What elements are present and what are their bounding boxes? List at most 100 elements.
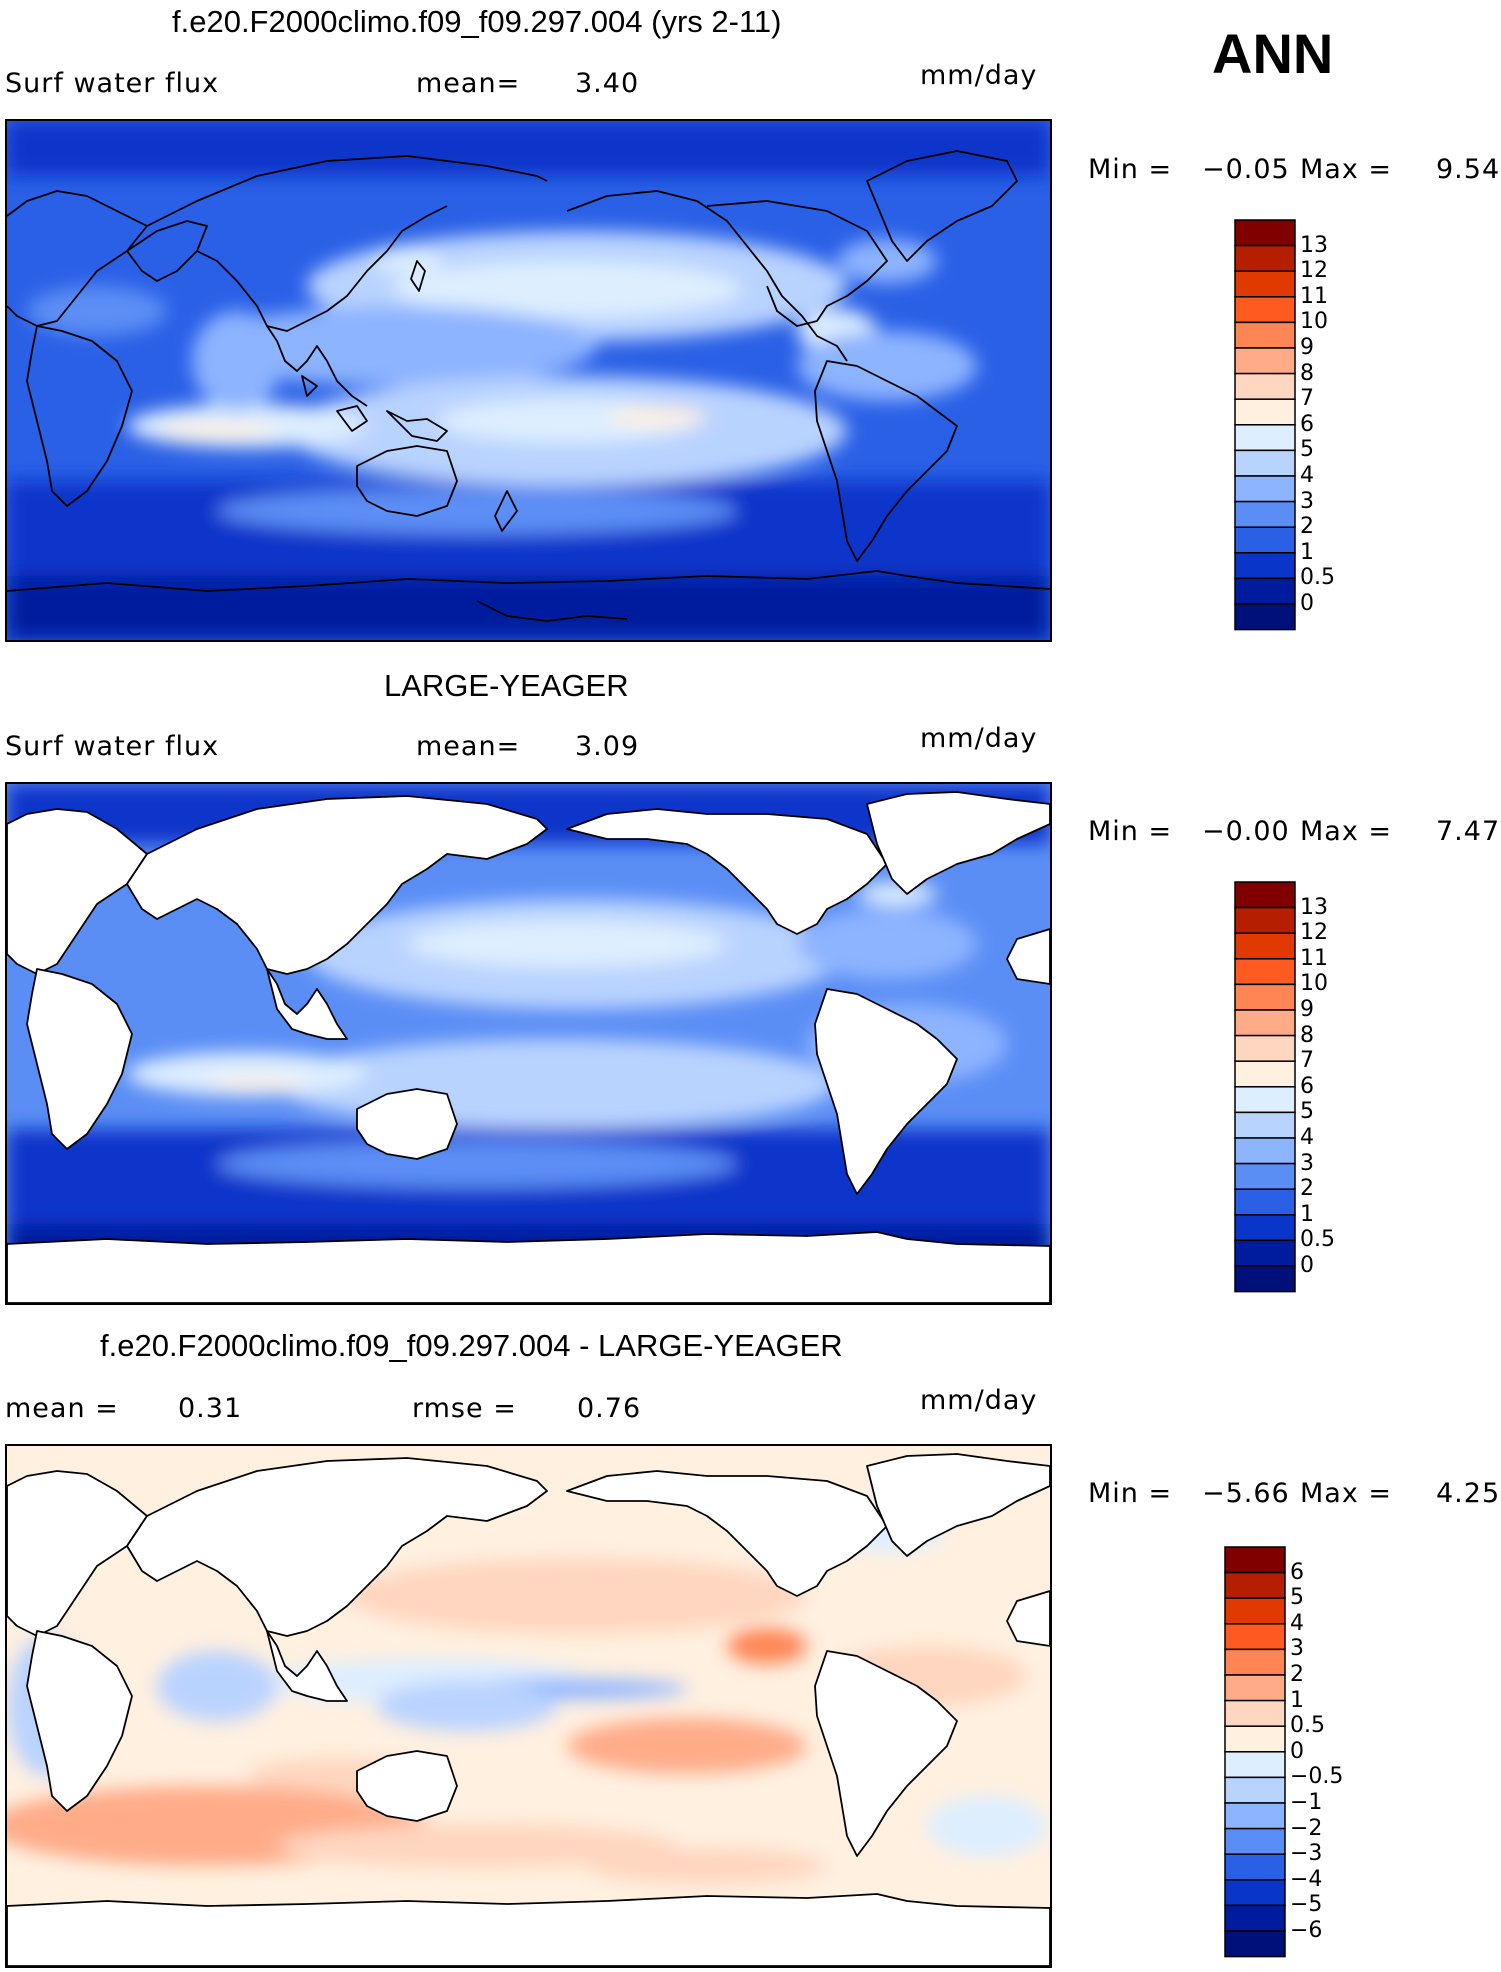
colorbar-level-label: 11 (1300, 945, 1328, 971)
colorbar-level-label: −5 (1290, 1892, 1323, 1918)
colorbar-level-label: 6 (1290, 1559, 1304, 1585)
colorbar-swatch (1234, 449, 1296, 477)
colorbar-swatch (1234, 1009, 1296, 1037)
panel-3-min-label: Min = (1088, 1478, 1173, 1509)
colorbar-swatch (1234, 1162, 1296, 1190)
colorbar-level-label: 2 (1300, 1176, 1314, 1202)
colorbar-swatch (1234, 577, 1296, 605)
colorbar-swatch (1234, 526, 1296, 554)
colorbar-level-label: −4 (1290, 1866, 1323, 1892)
colorbar-level-label: 1 (1300, 539, 1314, 565)
panel-1-units: mm/day (920, 60, 1038, 91)
colorbar-level-label: 12 (1300, 258, 1328, 284)
panel-2-variable-label: Surf water flux (5, 731, 220, 762)
colorbar-level-label: 0 (1300, 591, 1314, 616)
colorbar-level-label: 1 (1290, 1687, 1304, 1713)
colorbar-level-label: 5 (1300, 1099, 1314, 1125)
panel-3-min-value: −5.66 (1202, 1478, 1290, 1509)
panel-1-title: f.e20.F2000climo.f09_f09.297.004 (yrs 2-… (172, 4, 782, 39)
colorbar-level-label: 0.5 (1300, 565, 1335, 591)
colorbar-level-label: 4 (1300, 1125, 1314, 1150)
colorbar-swatch (1234, 296, 1296, 324)
colorbar-swatch (1234, 347, 1296, 375)
colorbar-level-label: 10 (1300, 309, 1328, 335)
panel-2-title: LARGE-YEAGER (384, 668, 629, 703)
panel-2-min-value: −0.00 (1202, 816, 1290, 847)
colorbar-swatch (1224, 1776, 1286, 1804)
colorbar-level-label: 2 (1300, 514, 1314, 540)
colorbar-swatch (1224, 1546, 1286, 1574)
colorbar-swatch (1234, 983, 1296, 1011)
colorbar-swatch (1224, 1853, 1286, 1881)
colorbar-swatch (1224, 1904, 1286, 1932)
panel-3-max-label: Max = (1300, 1478, 1393, 1509)
colorbar-level-label: 5 (1300, 437, 1314, 463)
panel-2-mean-label: mean= (416, 731, 521, 762)
panel-1-mean-value: 3.40 (575, 68, 640, 99)
colorbar-level-label: 4 (1290, 1610, 1304, 1636)
panel-1-max-label: Max = (1300, 154, 1393, 185)
colorbar-graphic (1224, 1546, 1286, 1958)
colorbar-level-label: 3 (1300, 488, 1314, 514)
colorbar-level-label: 9 (1300, 335, 1314, 360)
colorbar-level-label: 0.5 (1290, 1713, 1325, 1739)
colorbar-swatch (1234, 1034, 1296, 1062)
colorbar-swatch (1224, 1930, 1286, 1958)
panel-1-map (5, 119, 1052, 642)
colorbar-level-label: 1 (1300, 1201, 1314, 1227)
colorbar-level-label: 6 (1300, 1073, 1314, 1099)
panel-2-map (5, 782, 1052, 1305)
colorbar-level-label: 3 (1300, 1150, 1314, 1176)
panel-2-max-label: Max = (1300, 816, 1393, 847)
colorbar-swatch (1234, 1060, 1296, 1088)
colorbar-level-label: −0.5 (1290, 1764, 1344, 1790)
colorbar-level-label: 5 (1290, 1585, 1304, 1611)
panel-2-colorbar: 13 12 11 10 9 8 7 6 5 4 3 2 1 0.5 0 (1234, 881, 1384, 1293)
colorbar-swatch (1224, 1674, 1286, 1702)
panel-3-mean-label: mean = (5, 1393, 119, 1424)
colorbar-level-label: 8 (1300, 360, 1314, 386)
colorbar-swatch (1224, 1751, 1286, 1779)
panel-3-title: f.e20.F2000climo.f09_f09.297.004 - LARGE… (100, 1328, 843, 1363)
colorbar-swatch (1234, 958, 1296, 986)
colorbar-swatch (1234, 475, 1296, 503)
colorbar-level-label: 7 (1300, 386, 1314, 412)
colorbar-level-label: 9 (1300, 997, 1314, 1022)
colorbar-swatch (1224, 1827, 1286, 1855)
panel-1-mean-label: mean= (416, 68, 521, 99)
colorbar-swatch (1234, 1086, 1296, 1114)
colorbar-level-label: 6 (1300, 411, 1314, 437)
colorbar-level-label: 13 (1300, 232, 1328, 258)
colorbar-swatch (1224, 1597, 1286, 1625)
colorbar-swatch (1224, 1879, 1286, 1907)
panel-1-min-value: −0.05 (1202, 154, 1290, 185)
colorbar-swatch (1234, 1137, 1296, 1165)
colorbar-swatch (1234, 932, 1296, 960)
panel-1-variable-label: Surf water flux (5, 68, 220, 99)
panel-1-min-label: Min = (1088, 154, 1173, 185)
colorbar-swatch (1234, 500, 1296, 528)
colorbar-level-label: 4 (1300, 463, 1314, 488)
panel-3-colorbar: 6 5 4 3 2 1 0.5 0 −0.5 −1 −2 −3 −4 −5 −6 (1224, 1546, 1374, 1958)
panel-3-rmse-value: 0.76 (577, 1393, 642, 1424)
colorbar-swatch (1234, 244, 1296, 272)
colorbar-level-label: −3 (1290, 1841, 1323, 1867)
colorbar-graphic (1234, 881, 1296, 1293)
colorbar-level-label: −6 (1290, 1918, 1323, 1943)
panel-3-units: mm/day (920, 1385, 1038, 1416)
colorbar-level-label: 11 (1300, 283, 1328, 309)
colorbar-level-label: 10 (1300, 971, 1328, 997)
colorbar-level-label: 0 (1290, 1738, 1304, 1764)
colorbar-level-label: 0.5 (1300, 1227, 1335, 1253)
panel-3-map (5, 1444, 1052, 1968)
colorbar-swatch (1234, 1265, 1296, 1293)
colorbar-swatch (1234, 1188, 1296, 1216)
colorbar-swatch (1234, 552, 1296, 580)
panel-2-mean-value: 3.09 (575, 731, 640, 762)
panel-3-mean-value: 0.31 (178, 1393, 243, 1424)
panel-3-rmse-label: rmse = (412, 1393, 517, 1424)
colorbar-swatch (1234, 321, 1296, 349)
colorbar-swatch (1224, 1571, 1286, 1599)
colorbar-swatch (1234, 1239, 1296, 1267)
colorbar-swatch (1234, 398, 1296, 426)
